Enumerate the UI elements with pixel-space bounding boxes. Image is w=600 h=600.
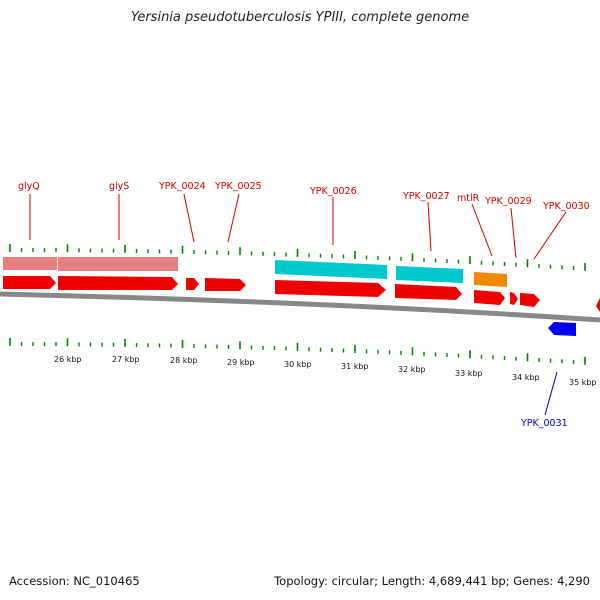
- genome-stats-text: Topology: circular; Length: 4,689,441 bp…: [274, 574, 590, 588]
- feature-YPK_0027-band[interactable]: [396, 266, 463, 283]
- gene-next-arrow-partial[interactable]: [596, 298, 600, 312]
- gene-label-YPK_0026[interactable]: YPK_0026: [309, 186, 357, 197]
- gene-label-glyQ[interactable]: glyQ: [18, 181, 40, 192]
- gene-glyQ-arrow[interactable]: [3, 276, 56, 289]
- kbp-label-32: 32 kbp: [398, 365, 426, 374]
- kbp-label-31: 31 kbp: [341, 362, 369, 371]
- feature-mtlR-band[interactable]: [474, 272, 507, 287]
- gene-YPK_0030-arrow[interactable]: [520, 293, 540, 307]
- gene-YPK_0025-arrow[interactable]: [205, 278, 246, 291]
- kbp-label-35: 35 kbp: [569, 378, 597, 387]
- gene-label-YPK_0030[interactable]: YPK_0030: [542, 201, 590, 212]
- gene-label-YPK_0031[interactable]: YPK_0031: [520, 418, 568, 429]
- kbp-label-27: 27 kbp: [112, 355, 140, 364]
- bottom-tick-marks: [9, 338, 586, 365]
- accession-text: Accession: NC_010465: [9, 574, 140, 588]
- feature-glyS-band[interactable]: [58, 257, 178, 271]
- gene-YPK_0026-arrow[interactable]: [275, 280, 386, 297]
- label-leader-line-blue: [544, 371, 558, 416]
- feature-YPK_0026-band[interactable]: [275, 260, 387, 279]
- label-leader-lines: [29, 193, 567, 260]
- kbp-label-29: 29 kbp: [227, 358, 255, 367]
- gene-mtlR-arrow[interactable]: [474, 290, 505, 305]
- gene-label-glyS[interactable]: glyS: [109, 181, 129, 192]
- gene-label-YPK_0024[interactable]: YPK_0024: [158, 181, 206, 192]
- gene-label-YPK_0025[interactable]: YPK_0025: [214, 181, 262, 192]
- gene-label-YPK_0029[interactable]: YPK_0029: [484, 196, 532, 207]
- kbp-label-26: 26 kbp: [54, 355, 82, 364]
- kbp-label-30: 30 kbp: [284, 360, 312, 369]
- gene-glyS-arrow[interactable]: [58, 276, 178, 290]
- gene-YPK_0027-arrow[interactable]: [395, 284, 462, 300]
- gene-YPK_0024-arrow[interactable]: [186, 278, 199, 290]
- kbp-label-33: 33 kbp: [455, 369, 483, 378]
- kbp-label-28: 28 kbp: [170, 356, 198, 365]
- top-tick-marks: [9, 244, 586, 271]
- gene-YPK_0029-arrow[interactable]: [510, 292, 518, 305]
- gene-label-YPK_0027[interactable]: YPK_0027: [402, 191, 450, 202]
- map-title: Yersinia pseudotuberculosis YPIII, compl…: [130, 10, 470, 25]
- gene-label-mtlR[interactable]: mtlR: [457, 193, 480, 204]
- genome-backbone: [0, 291, 600, 323]
- feature-glyQ-band[interactable]: [3, 257, 57, 270]
- gene-YPK_0031-arrow[interactable]: [548, 322, 576, 336]
- kbp-label-34: 34 kbp: [512, 373, 540, 382]
